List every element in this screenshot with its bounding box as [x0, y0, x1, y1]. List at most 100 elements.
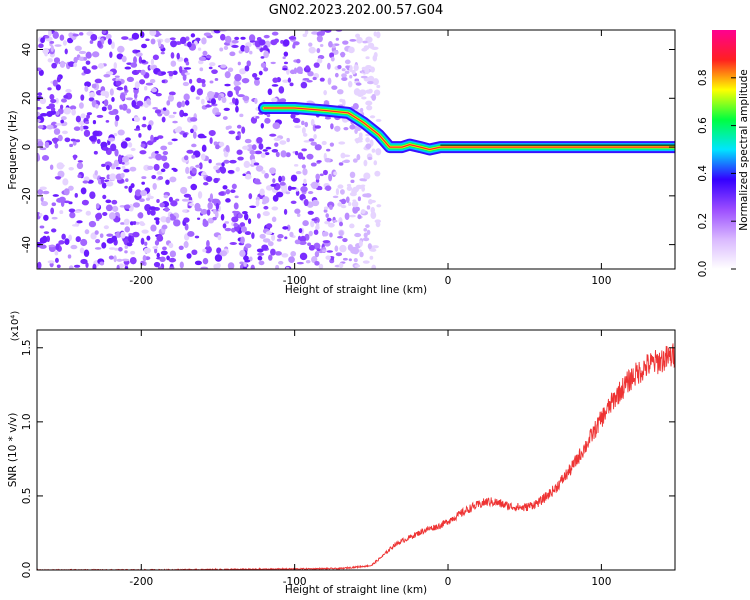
noise-speckle: [150, 134, 154, 142]
noise-speckle: [116, 53, 124, 60]
noise-speckle: [117, 129, 125, 136]
noise-speckle: [195, 164, 201, 168]
noise-speckle: [340, 204, 347, 209]
noise-speckle: [300, 186, 308, 193]
noise-speckle: [80, 258, 88, 265]
noise-speckle: [308, 244, 315, 251]
noise-speckle: [259, 188, 265, 196]
noise-speckle: [271, 234, 276, 241]
noise-speckle: [336, 89, 344, 95]
noise-speckle: [322, 240, 331, 244]
noise-speckle: [277, 234, 284, 239]
noise-speckle: [103, 73, 111, 78]
noise-speckle: [79, 247, 85, 254]
noise-speckle: [285, 266, 290, 269]
noise-speckle: [128, 38, 134, 41]
noise-speckle: [236, 82, 242, 85]
noise-speckle: [182, 81, 190, 87]
noise-speckle: [273, 137, 281, 142]
noise-speckle: [290, 113, 296, 119]
noise-speckle: [85, 60, 91, 65]
noise-speckle: [156, 171, 163, 175]
noise-speckle: [342, 237, 348, 243]
noise-speckle: [224, 71, 231, 79]
noise-speckle: [140, 143, 146, 148]
noise-speckle: [319, 173, 324, 177]
noise-speckle: [332, 50, 339, 55]
noise-speckle: [322, 231, 329, 237]
noise-speckle: [342, 257, 348, 261]
noise-speckle: [255, 116, 260, 119]
noise-speckle: [191, 249, 198, 256]
noise-speckle: [344, 212, 350, 220]
noise-speckle: [214, 78, 219, 81]
noise-speckle: [148, 156, 153, 159]
noise-speckle: [316, 35, 323, 43]
noise-speckle: [200, 153, 206, 161]
noise-speckle: [349, 38, 357, 42]
noise-speckle: [223, 107, 230, 111]
noise-speckle: [315, 173, 320, 180]
noise-speckle: [146, 98, 151, 105]
noise-speckle: [313, 229, 319, 235]
noise-speckle: [84, 121, 90, 125]
snr-x-axis-label: Height of straight line (km): [285, 584, 427, 596]
noise-speckle: [121, 258, 130, 262]
noise-speckle: [163, 109, 170, 117]
noise-speckle: [145, 82, 154, 86]
noise-speckle: [91, 83, 97, 89]
noise-speckle: [96, 114, 104, 118]
noise-speckle: [37, 92, 43, 96]
noise-speckle: [285, 191, 291, 195]
noise-speckle: [353, 258, 358, 263]
noise-speckle: [243, 261, 247, 267]
colorbar-label: Normalized spectral amplitude: [738, 69, 750, 230]
noise-speckle: [120, 172, 125, 178]
noise-speckle: [123, 168, 130, 173]
noise-speckle: [134, 81, 140, 89]
noise-speckle: [169, 266, 175, 269]
noise-speckle: [116, 86, 124, 91]
noise-speckle: [254, 181, 262, 185]
noise-speckle: [353, 64, 359, 71]
noise-speckle: [210, 98, 216, 105]
noise-speckle: [217, 94, 222, 101]
noise-speckle: [304, 121, 309, 128]
noise-speckle: [42, 47, 50, 55]
noise-speckle: [113, 255, 117, 263]
noise-speckle: [95, 239, 101, 244]
noise-speckle: [196, 88, 203, 96]
noise-speckle: [126, 108, 132, 114]
y-tick-label: 0.0: [21, 562, 33, 579]
noise-speckle: [327, 77, 332, 85]
noise-speckle: [37, 140, 44, 148]
noise-speckle: [67, 61, 76, 67]
noise-speckle: [283, 51, 289, 57]
noise-speckle: [95, 213, 103, 220]
noise-speckle: [369, 255, 374, 260]
noise-speckle: [289, 231, 294, 238]
noise-speckle: [205, 176, 213, 183]
noise-speckle: [227, 67, 234, 73]
noise-speckle: [275, 264, 280, 269]
noise-speckle: [231, 44, 239, 49]
noise-speckle: [338, 262, 344, 269]
noise-speckle: [282, 56, 286, 60]
noise-speckle: [349, 223, 355, 229]
noise-speckle: [240, 236, 245, 244]
noise-speckle: [371, 264, 377, 269]
noise-speckle: [141, 43, 147, 49]
noise-speckle: [100, 176, 105, 185]
noise-speckle: [64, 48, 68, 55]
noise-speckle: [95, 203, 100, 209]
noise-speckle: [93, 150, 98, 155]
noise-speckle: [295, 190, 300, 196]
noise-speckle: [144, 241, 148, 246]
noise-speckle: [302, 168, 308, 176]
noise-speckle: [311, 199, 320, 207]
noise-speckle: [130, 62, 138, 68]
noise-speckle: [367, 76, 372, 81]
noise-speckle: [239, 249, 246, 257]
